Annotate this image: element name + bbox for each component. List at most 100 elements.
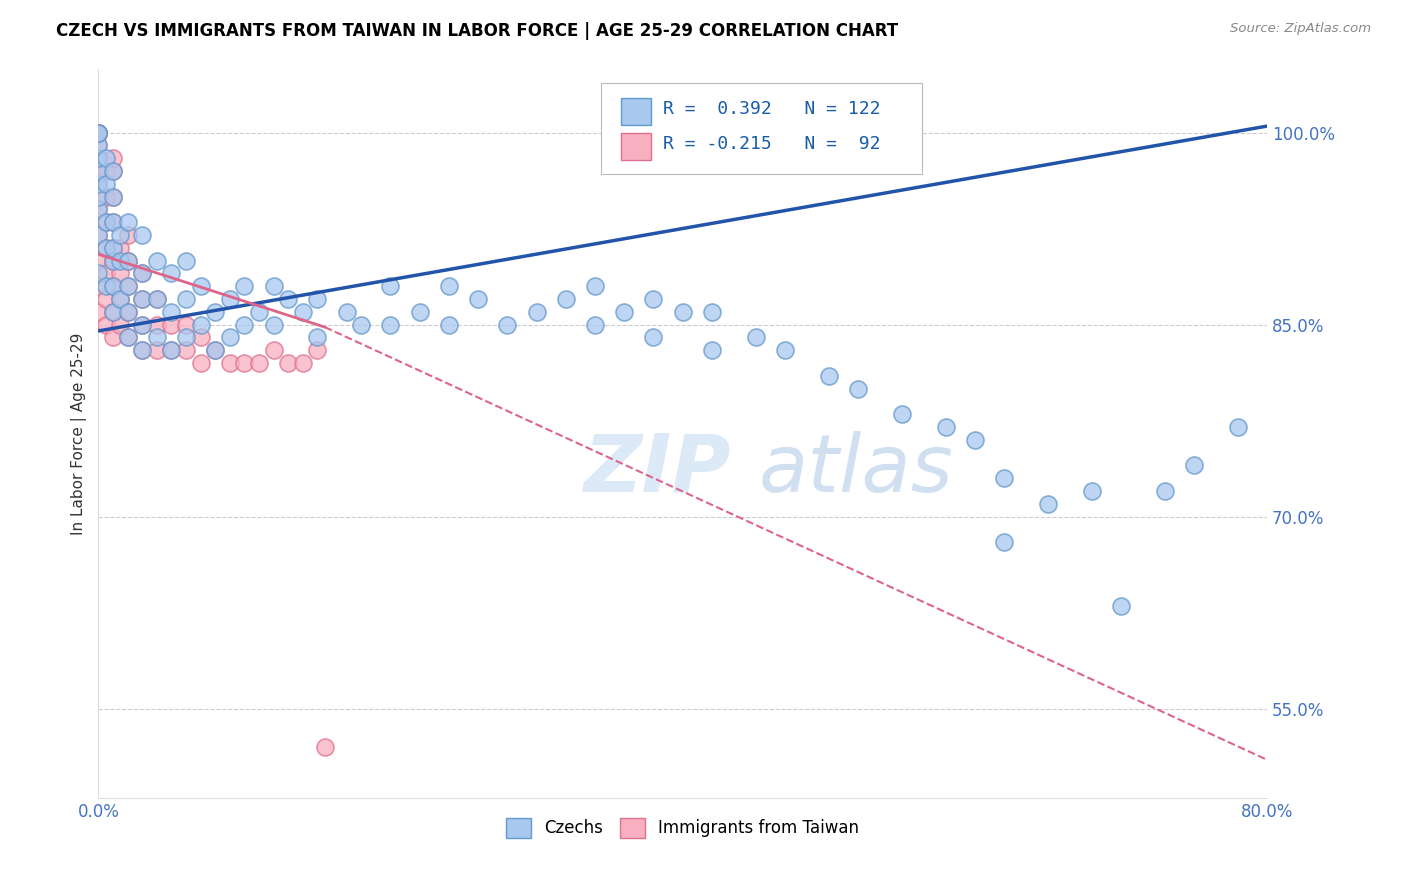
Point: [160, 318, 183, 332]
Point: [307, 330, 329, 344]
Point: [613, 304, 636, 318]
Point: [87, 126, 110, 140]
Point: [890, 407, 912, 421]
Point: [87, 253, 110, 268]
Point: [94, 177, 117, 191]
Point: [263, 279, 285, 293]
Text: atlas: atlas: [759, 431, 953, 508]
Point: [160, 343, 183, 358]
Point: [87, 151, 110, 165]
Point: [101, 279, 124, 293]
Point: [437, 279, 460, 293]
Point: [131, 318, 153, 332]
Point: [380, 279, 402, 293]
Point: [94, 279, 117, 293]
Point: [233, 318, 256, 332]
Point: [101, 241, 124, 255]
Point: [101, 215, 124, 229]
Text: R =  0.392   N = 122: R = 0.392 N = 122: [662, 100, 880, 118]
Point: [146, 343, 169, 358]
Point: [117, 330, 139, 344]
Point: [101, 164, 124, 178]
Point: [101, 151, 124, 165]
Point: [744, 330, 766, 344]
Legend: Czechs, Immigrants from Taiwan: Czechs, Immigrants from Taiwan: [499, 811, 866, 845]
Bar: [620, 134, 651, 160]
Point: [87, 126, 110, 140]
Point: [993, 471, 1015, 485]
Point: [174, 318, 197, 332]
Point: [117, 279, 139, 293]
Point: [160, 343, 183, 358]
Point: [87, 164, 110, 178]
Point: [218, 292, 240, 306]
Point: [773, 343, 796, 358]
Point: [174, 292, 197, 306]
Point: [117, 304, 139, 318]
Point: [1080, 483, 1102, 498]
Point: [190, 279, 212, 293]
Point: [87, 138, 110, 153]
Point: [174, 330, 197, 344]
Point: [101, 189, 124, 203]
Point: [117, 304, 139, 318]
Point: [110, 318, 132, 332]
Point: [146, 292, 169, 306]
Point: [110, 253, 132, 268]
Point: [94, 241, 117, 255]
Point: [94, 189, 117, 203]
Point: [146, 292, 169, 306]
Point: [101, 215, 124, 229]
Point: [87, 126, 110, 140]
Point: [496, 318, 519, 332]
Point: [87, 304, 110, 318]
Point: [101, 241, 124, 255]
Point: [380, 318, 402, 332]
Point: [1182, 458, 1205, 473]
Point: [700, 304, 723, 318]
Point: [935, 420, 957, 434]
Point: [131, 266, 153, 280]
Point: [190, 356, 212, 370]
Point: [160, 304, 183, 318]
Point: [291, 356, 314, 370]
Point: [87, 227, 110, 242]
Point: [350, 318, 373, 332]
Point: [101, 253, 124, 268]
Point: [817, 368, 839, 383]
Point: [1036, 497, 1059, 511]
Point: [87, 126, 110, 140]
Point: [583, 318, 606, 332]
Point: [204, 343, 226, 358]
Point: [87, 202, 110, 217]
Point: [204, 343, 226, 358]
Point: [993, 535, 1015, 549]
Point: [101, 253, 124, 268]
Point: [233, 279, 256, 293]
Point: [117, 253, 139, 268]
Point: [94, 164, 117, 178]
Point: [131, 343, 153, 358]
Text: ZIP: ZIP: [583, 431, 731, 508]
Point: [87, 202, 110, 217]
Point: [672, 304, 695, 318]
Point: [190, 330, 212, 344]
Point: [110, 227, 132, 242]
Point: [101, 189, 124, 203]
Point: [131, 227, 153, 242]
Point: [247, 304, 270, 318]
Point: [87, 138, 110, 153]
Point: [307, 292, 329, 306]
Point: [110, 266, 132, 280]
Point: [117, 215, 139, 229]
Point: [87, 177, 110, 191]
Point: [277, 356, 299, 370]
Point: [409, 304, 432, 318]
Point: [131, 292, 153, 306]
Point: [94, 215, 117, 229]
Point: [117, 279, 139, 293]
Point: [94, 241, 117, 255]
Point: [87, 126, 110, 140]
Bar: [620, 98, 651, 125]
Point: [110, 241, 132, 255]
